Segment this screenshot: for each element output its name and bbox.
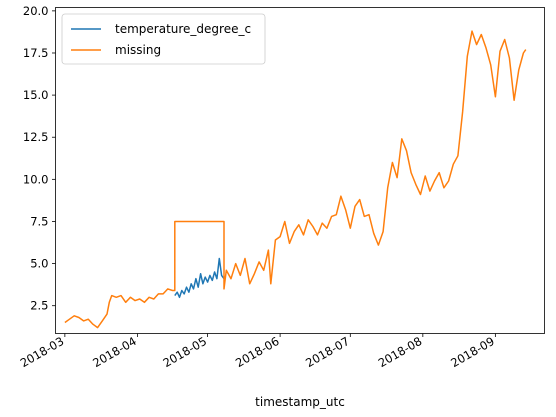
- legend-label-missing: missing: [115, 43, 161, 57]
- x-tick-label: 2018-05: [160, 334, 209, 370]
- y-tick-label: 10.0: [23, 172, 49, 186]
- legend: temperature_degree_c missing: [61, 13, 266, 65]
- y-tick-label: 5.0: [30, 257, 48, 271]
- x-tick-label: 2018-03: [18, 334, 67, 370]
- plot-area: [64, 30, 527, 329]
- series-line-temperature-degree-c: [174, 257, 225, 299]
- y-tick-label: 15.0: [23, 88, 49, 102]
- legend-label-temperature: temperature_degree_c: [115, 22, 251, 36]
- x-tick-label: 2018-09: [448, 334, 497, 370]
- y-axis: 2.5 5.0 7.5 10.0 12.5 15.0 17.5 20.0: [23, 4, 56, 313]
- y-tick-label: 2.5: [30, 299, 48, 313]
- y-tick-label: 12.5: [23, 130, 49, 144]
- y-tick-label: 20.0: [23, 4, 49, 18]
- legend-box: [61, 13, 266, 65]
- y-tick-label: 17.5: [23, 46, 49, 60]
- x-tick-label: 2018-06: [233, 334, 282, 370]
- x-axis: 2018-03 2018-04 2018-05 2018-06 2018-07 2018-…: [18, 333, 497, 370]
- series-line-missing: [64, 30, 527, 329]
- x-axis-title: timestamp_utc: [255, 395, 345, 409]
- x-tick-label: 2018-08: [376, 334, 425, 370]
- x-tick-label: 2018-07: [303, 334, 352, 370]
- plot-frame: [55, 7, 545, 334]
- x-tick-label: 2018-04: [90, 334, 139, 370]
- y-tick-label: 7.5: [30, 214, 48, 228]
